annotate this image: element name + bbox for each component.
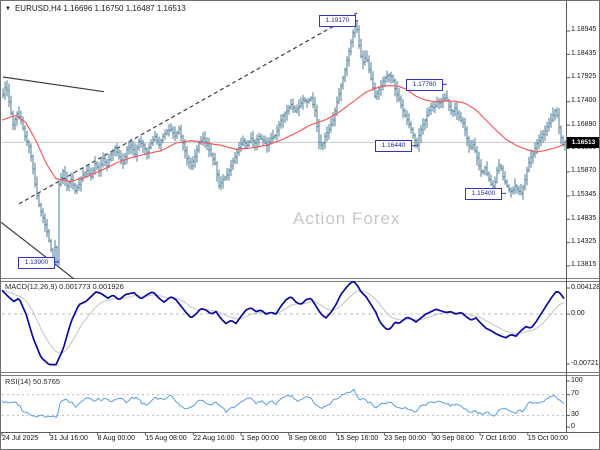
rsi-indicator-label: RSI(14) 50.5765 xyxy=(5,377,61,386)
symbol-ohlc-title: EURUSD,H4 1.16696 1.16750 1.16487 1.1651… xyxy=(14,4,186,13)
price-level-label: 1.17780 xyxy=(406,78,443,91)
symbol-dropdown-icon[interactable]: ▼ xyxy=(5,5,11,12)
time-axis-label: 31 Jul 16:00 xyxy=(49,435,88,442)
time-axis-label: 30 Sep 08:00 xyxy=(432,435,474,442)
time-axis-label: 22 Aug 16:00 xyxy=(193,435,235,442)
price-axis-label: 1.18945 xyxy=(571,26,597,34)
price-level-label: 1.19170 xyxy=(319,15,356,28)
price-axis-label: 1.15345 xyxy=(571,191,597,199)
rsi-axis-label: 30 xyxy=(571,410,579,418)
price-axis-label: 1.14835 xyxy=(571,214,597,222)
time-axis-label: 15 Sep 16:00 xyxy=(336,435,379,442)
price-axis-label: 1.18435 xyxy=(571,49,597,57)
time-axis-label: 1 Sep 00:00 xyxy=(241,435,279,442)
price-level-label: 1.15400 xyxy=(465,187,502,200)
time-axis-label: 8 Aug 00:00 xyxy=(97,435,135,442)
price-level-label: 1.13900 xyxy=(18,256,55,269)
price-level-label: 1.16440 xyxy=(375,140,412,153)
macd-axis-label: 0.00 xyxy=(571,309,585,317)
time-axis-label: 23 Sep 00:00 xyxy=(384,435,427,442)
price-axis-label: 1.17925 xyxy=(571,73,597,81)
chart-title-bar: ▼ EURUSD,H4 1.16696 1.16750 1.16487 1.16… xyxy=(5,4,186,13)
macd-indicator-label: MACD(12,26,9) 0.001773 0.001926 xyxy=(5,282,124,291)
price-axis-label: 1.13815 xyxy=(571,261,597,269)
time-axis-label: 7 Oct 16:00 xyxy=(480,435,517,442)
macd-axis-label: 0.004128 xyxy=(571,283,600,291)
time-axis-label: 15 Oct 00:00 xyxy=(527,435,568,442)
current-price-tag: 1.16513 xyxy=(567,136,599,148)
price-axis-label: 1.17400 xyxy=(571,97,597,105)
macd-axis-label: -0.007216 xyxy=(571,359,600,367)
time-axis-label: 8 Sep 08:00 xyxy=(288,435,327,442)
rsi-axis-label: 100 xyxy=(571,376,583,384)
rsi-axis-label: 0 xyxy=(571,422,575,430)
price-axis-label: 1.16890 xyxy=(571,120,597,128)
watermark: Action Forex xyxy=(293,209,401,228)
rsi-axis-label: 70 xyxy=(571,390,579,398)
price-axis-label: 1.15870 xyxy=(571,167,597,175)
time-axis-label: 15 Aug 08:00 xyxy=(145,435,187,442)
time-axis-label: 24 Jul 2025 xyxy=(2,435,39,442)
price-axis-label: 1.14325 xyxy=(571,238,597,246)
